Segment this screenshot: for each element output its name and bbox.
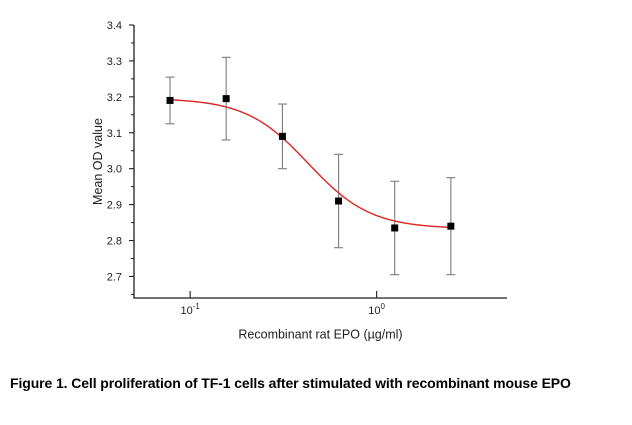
y-tick-label: 2.9: [107, 200, 122, 212]
data-point-marker: [222, 95, 230, 103]
data-point-marker: [166, 96, 174, 104]
y-tick-label: 2.8: [107, 236, 122, 248]
y-tick-label: 3.1: [107, 128, 122, 140]
data-point-marker: [391, 224, 399, 232]
x-tick-label: 10-1: [180, 302, 200, 317]
x-tick-label: 100: [368, 302, 385, 317]
data-point-marker: [447, 222, 455, 230]
y-tick-label: 3.3: [107, 56, 122, 68]
dose-response-chart: 2.7 2.8 2.9 3.0 3.1 3.2 3.3 3.4 10-1 100 Recombina…: [91, 20, 507, 342]
data-point-marker: [278, 132, 286, 140]
fit-curve: [169, 99, 451, 229]
data-point-marker: [335, 197, 343, 205]
y-axis-title: Mean OD value: [91, 118, 105, 205]
figure-caption: Figure 1. Cell proliferation of TF-1 cel…: [10, 375, 571, 391]
y-tick-label: 3.2: [107, 92, 122, 104]
y-tick-label: 3.4: [107, 20, 122, 32]
x-axis-title: Recombinant rat EPO (µg/ml): [238, 328, 402, 342]
y-tick-label: 3.0: [107, 164, 122, 176]
y-tick-label: 2.7: [107, 271, 122, 283]
